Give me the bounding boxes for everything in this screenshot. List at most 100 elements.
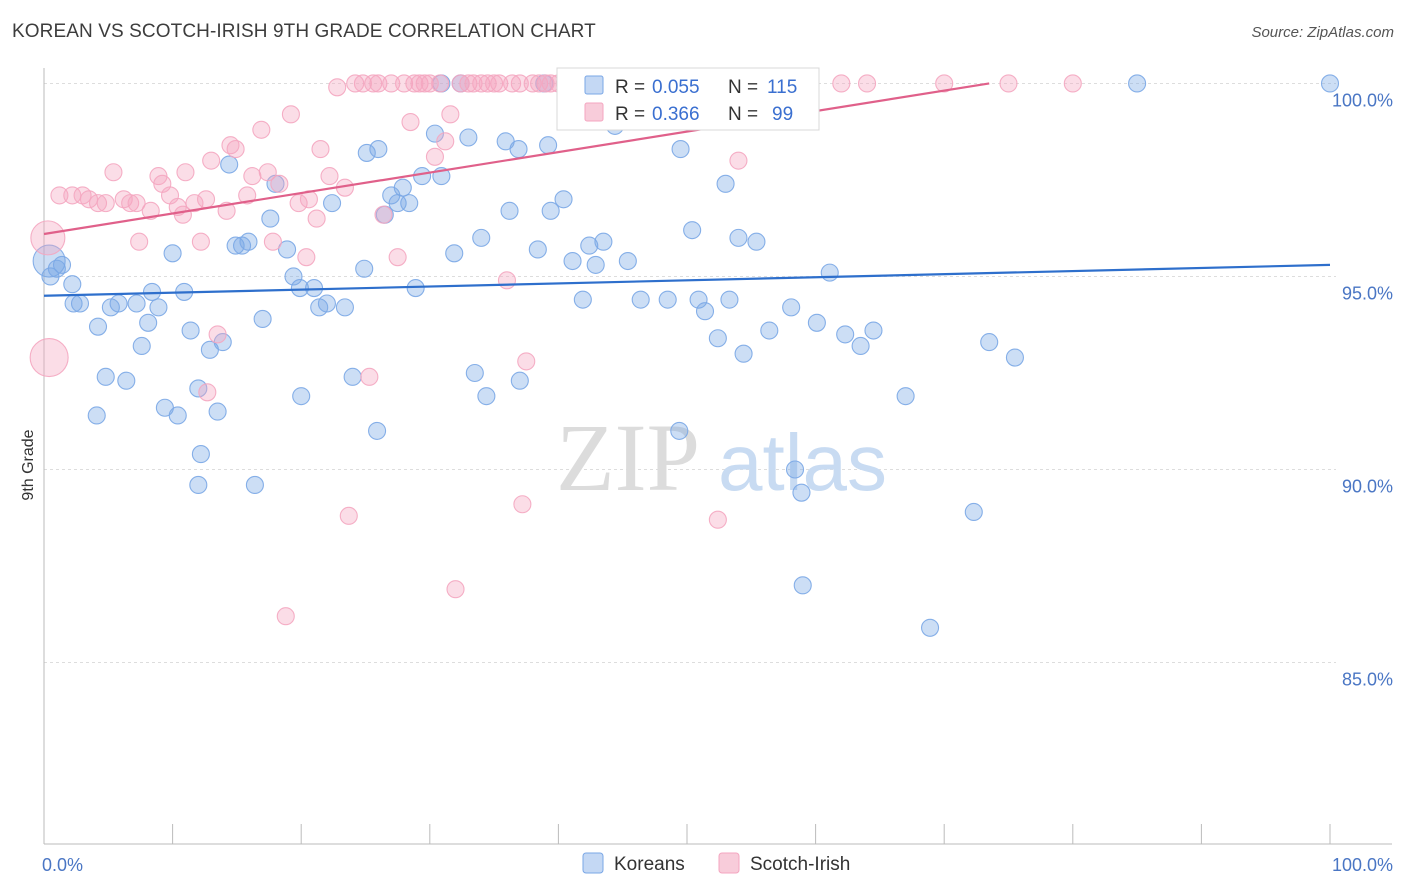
point-koreans (189, 475, 208, 495)
point-scotch-irish (935, 74, 954, 93)
point-koreans (191, 445, 210, 464)
point-scotch-irish (446, 580, 465, 599)
point-koreans (1005, 348, 1024, 367)
point-scotch-irish (523, 74, 542, 93)
point-koreans (683, 221, 702, 240)
point-scotch-irish (328, 78, 347, 97)
point-koreans (168, 406, 187, 425)
point-koreans (70, 294, 90, 313)
x-tick-labels: 0.0% 100.0% (42, 855, 1393, 875)
point-scotch-irish (472, 74, 491, 93)
point-koreans (539, 136, 558, 155)
chart-title: KOREAN VS SCOTCH-IRISH 9TH GRADE CORRELA… (12, 21, 596, 42)
point-koreans (541, 201, 560, 220)
point-scotch-irish (263, 232, 282, 251)
series-legend-koreans: Koreans (614, 854, 685, 875)
point-koreans (87, 406, 106, 425)
point-koreans (239, 232, 258, 251)
point-scotch-irish (339, 506, 358, 525)
point-scotch-irish (490, 74, 509, 93)
axes (43, 68, 1392, 845)
point-scotch-irish (238, 186, 257, 205)
point-scotch-irish (130, 232, 149, 251)
point-scotch-irish (270, 174, 289, 193)
point-scotch-irish (536, 74, 555, 93)
gridlines (44, 82, 1336, 664)
watermark-atlas: atlas (718, 418, 887, 507)
legend-swatch-scotch-irish (584, 102, 604, 122)
point-scotch-irish (497, 271, 517, 290)
point-koreans (760, 321, 779, 340)
legend-r-label-2: R = (615, 104, 645, 125)
point-koreans (1320, 74, 1340, 93)
point-scotch-irish (30, 220, 66, 256)
point-scotch-irish (382, 74, 401, 93)
point-koreans (594, 232, 613, 251)
point-scotch-irish (441, 105, 460, 124)
point-koreans (323, 194, 342, 213)
point-scotch-irish (485, 74, 504, 93)
point-scotch-irish (141, 201, 160, 220)
point-koreans (355, 259, 374, 278)
legend-n-value-1: 115 (767, 77, 797, 98)
point-scotch-irish (364, 74, 383, 93)
trend-line-koreans (43, 263, 1331, 297)
point-koreans (253, 309, 272, 328)
point-koreans (163, 244, 182, 263)
point-scotch-irish (1063, 74, 1082, 93)
legend-r-value-2: 0.366 (652, 104, 700, 125)
series-legend: Koreans Scotch-Irish (582, 852, 850, 875)
point-scotch-irish (999, 74, 1018, 93)
point-scotch-irish (459, 74, 478, 93)
point-koreans (284, 267, 303, 286)
point-scotch-irish (252, 120, 271, 139)
series-legend-scotch-irish: Scotch-Irish (750, 854, 850, 875)
point-scotch-irish (431, 74, 450, 93)
point-scotch-irish (185, 194, 204, 213)
y-axis-label: 9th Grade (20, 429, 37, 500)
y-tick-labels: 100.0% 95.0% 90.0% 85.0% (1332, 90, 1393, 689)
point-koreans (292, 387, 311, 406)
point-scotch-irish (202, 151, 221, 170)
point-koreans (708, 329, 727, 348)
point-koreans (132, 336, 151, 356)
point-koreans (689, 290, 708, 309)
y-tick-label: 85.0% (1342, 670, 1393, 690)
point-scotch-irish (346, 74, 365, 93)
point-koreans (792, 483, 811, 502)
point-koreans (335, 298, 354, 317)
point-koreans (782, 298, 801, 317)
data-points (29, 74, 1340, 637)
point-koreans (820, 263, 839, 282)
point-scotch-irish (320, 167, 339, 186)
point-koreans (980, 333, 999, 352)
point-koreans (477, 387, 496, 406)
point-koreans (896, 387, 915, 406)
point-scotch-irish (513, 495, 532, 514)
series-legend-swatch-koreans (582, 852, 604, 874)
point-koreans (631, 290, 650, 309)
point-scotch-irish (436, 132, 455, 151)
point-scotch-irish (729, 151, 748, 170)
legend-n-label-1: N = (728, 77, 758, 98)
point-koreans (400, 194, 419, 213)
point-scotch-irish (63, 186, 82, 205)
point-scotch-irish (121, 194, 140, 213)
stats-legend: R = 0.055 N = 115 R = 0.366 N = 99 (556, 67, 820, 131)
point-koreans (716, 174, 735, 193)
legend-n-value-2: 99 (772, 104, 793, 125)
point-koreans (734, 344, 753, 363)
point-koreans (580, 236, 599, 255)
point-scotch-irish (503, 74, 522, 93)
point-scotch-irish (857, 74, 877, 93)
point-scotch-irish (289, 194, 308, 213)
point-scotch-irish (79, 190, 99, 209)
legend-swatch-koreans (584, 75, 604, 95)
point-scotch-irish (96, 194, 115, 213)
point-koreans (220, 155, 239, 174)
point-scotch-irish (226, 140, 245, 159)
point-scotch-irish (258, 163, 277, 182)
point-koreans (851, 336, 870, 356)
y-tick-label: 95.0% (1342, 283, 1393, 303)
trend-line-scotch-irish (43, 82, 990, 236)
